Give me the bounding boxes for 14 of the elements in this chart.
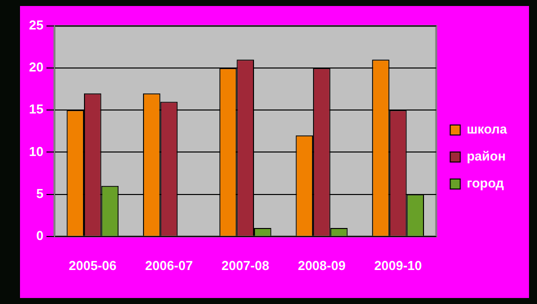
- legend-label: город: [466, 176, 505, 191]
- legend-label: школа: [466, 122, 508, 137]
- y-tick-label: 20: [28, 60, 44, 75]
- x-tick-label: 2006-07: [145, 258, 193, 273]
- x-tick-label: 2009-10: [374, 258, 422, 273]
- y-tick-label: 10: [28, 144, 44, 159]
- y-tick-label: 0: [36, 228, 44, 243]
- y-tick-label: 25: [28, 18, 44, 33]
- x-tick-label: 2007-08: [221, 258, 270, 273]
- x-tick-label: 2008-09: [298, 258, 346, 273]
- legend-label: район: [466, 148, 506, 164]
- x-tick-label: 2005-06: [68, 258, 116, 273]
- y-tick-label: 15: [28, 102, 44, 117]
- y-tick-label: 5: [36, 186, 44, 201]
